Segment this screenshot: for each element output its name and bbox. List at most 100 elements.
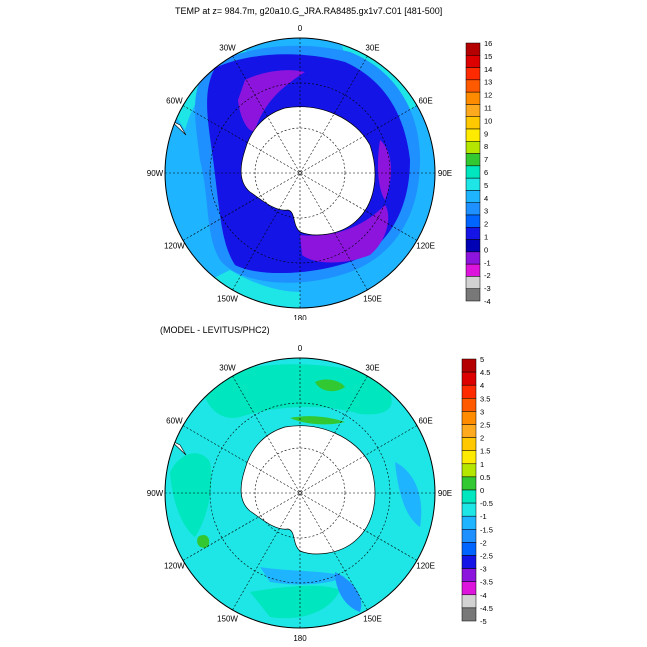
- colorbar-label: -3: [480, 565, 487, 574]
- colorbar-swatch: [465, 153, 481, 167]
- colorbar-label: 2: [484, 220, 488, 229]
- colorbar-label: 9: [484, 129, 488, 138]
- longitude-label: 30W: [219, 363, 236, 372]
- colorbar-label: 1: [480, 460, 484, 469]
- colorbar-swatch: [461, 358, 477, 373]
- bottom-polar-map: [165, 358, 435, 628]
- colorbar-label: 3: [484, 207, 488, 216]
- bottom-map-title: (MODEL - LEVITUS/PHC2): [160, 325, 270, 335]
- colorbar-label: -4.5: [480, 604, 493, 613]
- colorbar-swatch: [461, 581, 477, 596]
- colorbar-label: 7: [484, 155, 488, 164]
- colorbar-swatch: [465, 79, 481, 93]
- colorbar-label: 11: [484, 104, 492, 113]
- colorbar-label: 14: [484, 65, 492, 74]
- longitude-label: 180: [293, 634, 307, 642]
- colorbar-label: -5: [480, 617, 487, 626]
- top-map-border: [164, 37, 436, 309]
- colorbar-swatch: [465, 116, 481, 130]
- longitude-label: 60W: [166, 417, 183, 426]
- colorbar-swatch: [465, 128, 481, 142]
- colorbar-label: 1.5: [480, 447, 490, 456]
- longitude-label: 120W: [164, 242, 185, 251]
- longitude-label: 30E: [365, 43, 379, 52]
- colorbar-swatch: [465, 251, 481, 265]
- colorbar-label: 12: [484, 91, 492, 100]
- colorbar-swatch: [461, 476, 477, 491]
- colorbar-swatch: [461, 555, 477, 569]
- colorbar-swatch: [461, 424, 477, 438]
- colorbar-swatch: [461, 568, 477, 582]
- colorbar-label: -2: [484, 271, 491, 280]
- colorbar-swatch: [465, 263, 481, 277]
- longitude-label: 30E: [365, 363, 379, 372]
- longitude-label: 120W: [164, 562, 185, 571]
- colorbar-label: 0: [480, 486, 484, 495]
- colorbar-swatch: [465, 190, 481, 203]
- colorbar-swatch: [461, 398, 477, 412]
- colorbar-label: 5: [480, 355, 484, 364]
- colorbar-swatch: [461, 489, 477, 504]
- colorbar-label: -4: [484, 297, 491, 306]
- longitude-label: 60W: [166, 97, 183, 106]
- bottom-map-border: [164, 357, 436, 629]
- colorbar-swatch: [461, 437, 477, 451]
- colorbar-label: 3: [480, 407, 484, 416]
- colorbar-label: -0.5: [480, 499, 493, 508]
- longitude-label: 120E: [416, 242, 435, 251]
- colorbar-label: -1.5: [480, 525, 493, 534]
- colorbar-label: 10: [484, 116, 492, 125]
- colorbar-label: 2: [480, 434, 484, 443]
- longitude-label: 0: [298, 344, 303, 353]
- colorbar-label: 5: [484, 181, 488, 190]
- colorbar-swatch: [461, 607, 477, 622]
- colorbar-swatch: [465, 288, 481, 302]
- longitude-label: 90E: [438, 169, 452, 178]
- colorbar-swatch: [465, 91, 481, 105]
- colorbar-label: 0: [484, 245, 488, 254]
- colorbar-label: 4: [484, 194, 488, 203]
- colorbar-swatch: [465, 214, 481, 228]
- colorbar-swatch: [465, 67, 481, 81]
- longitude-label: 150W: [217, 615, 238, 624]
- longitude-label: 90E: [438, 489, 452, 498]
- bottom-map-panel: 0 30E 60E 90E 120E 150E 180 150W 120W 90W 60W 30W 5…: [147, 344, 493, 642]
- longitude-label: 150W: [217, 295, 238, 304]
- colorbar-swatch: [465, 227, 481, 240]
- colorbar-swatch: [461, 502, 477, 517]
- longitude-label: 150E: [363, 295, 382, 304]
- colorbar-swatch: [465, 276, 481, 289]
- longitude-label: 90W: [147, 169, 164, 178]
- top-map-panel: 0 30E 60E 90E 120E 150E 1 8 0 150W 120W 90W 60W 30W 1…: [147, 24, 493, 320]
- colorbar-label: 16: [484, 39, 492, 48]
- top-polar-map: [165, 38, 435, 308]
- colorbar-swatch: [465, 177, 481, 191]
- colorbar-label: 13: [484, 78, 492, 87]
- colorbar-swatch: [461, 411, 477, 425]
- longitude-label: 30W: [219, 43, 236, 52]
- colorbar-label: 6: [484, 168, 488, 177]
- colorbar-label: 0.5: [480, 473, 490, 482]
- colorbar-label: -3.5: [480, 578, 493, 587]
- longitude-label: 60E: [418, 417, 432, 426]
- top-map-title: TEMP at z= 984.7m, g20a10.G_JRA.RA8485.g…: [175, 6, 443, 16]
- colorbar-label: -4: [480, 591, 487, 600]
- longitude-label: 120E: [416, 562, 435, 571]
- colorbar-label: 4: [480, 381, 484, 390]
- colorbar-swatch: [461, 529, 477, 543]
- colorbar-swatch: [461, 371, 477, 386]
- top-longitude-labels: 0 30E 60E 90E 120E 150E 180 150W 120W 90W 60W 30W: [147, 24, 452, 320]
- colorbar-label: 4.5: [480, 368, 490, 377]
- colorbar-label: 8: [484, 142, 488, 151]
- colorbar-swatch: [461, 384, 477, 399]
- longitude-label: 0: [298, 24, 303, 33]
- longitude-label: 150E: [363, 615, 382, 624]
- colorbar-label: 15: [484, 52, 492, 61]
- colorbar-swatch: [465, 202, 481, 216]
- bottom-colorbar: 5 4.5 4 3.5 3 2.5 2 1.5 1 0.5 0 -0.5 -1 -1.5 -2 -2.5 -3 -…: [461, 355, 493, 626]
- colorbar-swatch: [461, 463, 477, 478]
- colorbar-label: -1: [484, 258, 491, 267]
- colorbar-label: 1: [484, 233, 488, 242]
- longitude-label: 60E: [418, 97, 432, 106]
